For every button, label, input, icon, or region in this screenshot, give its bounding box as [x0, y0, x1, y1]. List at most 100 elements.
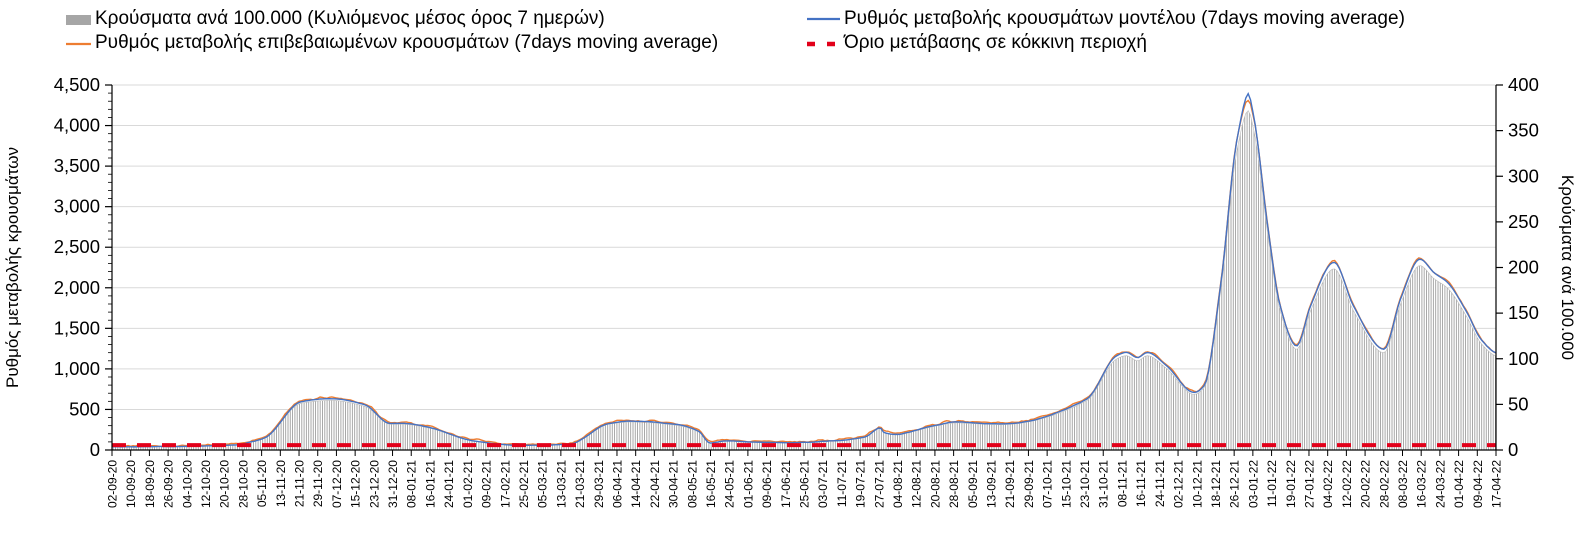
svg-text:21-09-21: 21-09-21 [1003, 460, 1017, 508]
svg-text:23-12-20: 23-12-20 [367, 460, 381, 508]
svg-text:06-04-21: 06-04-21 [610, 460, 624, 508]
svg-text:22-04-21: 22-04-21 [648, 460, 662, 508]
svg-text:17-06-21: 17-06-21 [779, 460, 793, 508]
svg-text:05-03-21: 05-03-21 [536, 460, 550, 508]
svg-text:12-02-22: 12-02-22 [1340, 460, 1354, 508]
svg-text:31-12-20: 31-12-20 [386, 460, 400, 508]
svg-text:20-02-22: 20-02-22 [1359, 460, 1373, 508]
svg-text:24-05-21: 24-05-21 [723, 460, 737, 508]
svg-text:04-08-21: 04-08-21 [891, 460, 905, 508]
svg-text:16-05-21: 16-05-21 [704, 460, 718, 508]
svg-text:26-12-21: 26-12-21 [1228, 460, 1242, 508]
svg-text:300: 300 [1508, 165, 1539, 186]
svg-text:13-11-20: 13-11-20 [274, 460, 288, 507]
svg-text:1,000: 1,000 [54, 358, 100, 379]
svg-text:Ρυθμός μεταβολής κρουσμάτων μο: Ρυθμός μεταβολής κρουσμάτων μοντέλου (7d… [844, 8, 1405, 29]
svg-text:01-04-22: 01-04-22 [1452, 460, 1466, 508]
svg-text:4,000: 4,000 [54, 115, 100, 136]
svg-text:03-01-22: 03-01-22 [1246, 460, 1260, 508]
svg-text:50: 50 [1508, 393, 1529, 414]
svg-text:05-09-21: 05-09-21 [966, 460, 980, 508]
svg-text:2,500: 2,500 [54, 236, 100, 257]
svg-text:26-09-20: 26-09-20 [162, 460, 176, 508]
svg-text:16-03-22: 16-03-22 [1415, 460, 1429, 508]
svg-text:29-09-21: 29-09-21 [1022, 460, 1036, 508]
svg-text:08-11-21: 08-11-21 [1115, 460, 1129, 507]
svg-text:31-10-21: 31-10-21 [1097, 460, 1111, 508]
svg-text:28-08-21: 28-08-21 [947, 460, 961, 508]
svg-text:21-11-20: 21-11-20 [293, 460, 307, 507]
svg-text:04-02-22: 04-02-22 [1321, 460, 1335, 508]
svg-text:27-07-21: 27-07-21 [872, 460, 886, 508]
svg-text:09-06-21: 09-06-21 [760, 460, 774, 508]
svg-text:17-04-22: 17-04-22 [1490, 460, 1504, 508]
svg-text:07-10-21: 07-10-21 [1041, 460, 1055, 508]
svg-text:11-01-22: 11-01-22 [1265, 460, 1279, 507]
svg-text:15-12-20: 15-12-20 [349, 460, 363, 508]
svg-text:400: 400 [1508, 74, 1539, 95]
svg-text:05-11-20: 05-11-20 [255, 460, 269, 507]
svg-text:12-10-20: 12-10-20 [199, 460, 213, 508]
svg-text:20-10-20: 20-10-20 [218, 460, 232, 508]
svg-text:4,500: 4,500 [54, 74, 100, 95]
svg-text:02-09-20: 02-09-20 [106, 460, 120, 508]
svg-text:0: 0 [1508, 439, 1518, 460]
svg-text:28-02-22: 28-02-22 [1377, 460, 1391, 508]
svg-text:04-10-20: 04-10-20 [180, 460, 194, 508]
svg-text:15-10-21: 15-10-21 [1059, 460, 1073, 508]
svg-text:29-03-21: 29-03-21 [592, 460, 606, 508]
svg-text:24-01-21: 24-01-21 [442, 460, 456, 508]
svg-text:2,000: 2,000 [54, 277, 100, 298]
svg-text:100: 100 [1508, 348, 1539, 369]
svg-text:13-09-21: 13-09-21 [985, 460, 999, 508]
svg-text:500: 500 [69, 398, 100, 419]
svg-text:Κρούσματα ανά 100.000: Κρούσματα ανά 100.000 [1558, 175, 1577, 360]
svg-text:3,000: 3,000 [54, 196, 100, 217]
svg-text:250: 250 [1508, 211, 1539, 232]
svg-text:19-07-21: 19-07-21 [854, 460, 868, 508]
svg-text:350: 350 [1508, 120, 1539, 141]
svg-text:16-11-21: 16-11-21 [1134, 460, 1148, 507]
svg-text:09-04-22: 09-04-22 [1471, 460, 1485, 508]
svg-text:10-09-20: 10-09-20 [124, 460, 138, 508]
svg-text:21-03-21: 21-03-21 [573, 460, 587, 508]
svg-text:25-02-21: 25-02-21 [517, 460, 531, 508]
svg-text:07-12-20: 07-12-20 [330, 460, 344, 508]
svg-text:08-03-22: 08-03-22 [1396, 460, 1410, 508]
svg-text:17-02-21: 17-02-21 [498, 460, 512, 508]
svg-text:24-11-21: 24-11-21 [1153, 460, 1167, 507]
svg-text:28-10-20: 28-10-20 [236, 460, 250, 508]
svg-text:01-06-21: 01-06-21 [741, 460, 755, 508]
svg-text:24-03-22: 24-03-22 [1433, 460, 1447, 508]
svg-text:08-01-21: 08-01-21 [405, 460, 419, 508]
svg-text:01-02-21: 01-02-21 [461, 460, 475, 508]
svg-text:29-11-20: 29-11-20 [311, 460, 325, 507]
svg-text:25-06-21: 25-06-21 [798, 460, 812, 508]
svg-text:19-01-22: 19-01-22 [1284, 460, 1298, 508]
svg-text:18-12-21: 18-12-21 [1209, 460, 1223, 508]
svg-text:Ρυθμός μεταβολής επιβεβαιωμένω: Ρυθμός μεταβολής επιβεβαιωμένων κρουσμάτ… [95, 32, 718, 53]
svg-text:10-12-21: 10-12-21 [1190, 460, 1204, 508]
svg-text:16-01-21: 16-01-21 [423, 460, 437, 508]
svg-text:Κρούσματα ανά 100.000 (Κυλιόμ: Κρούσματα ανά 100.000 (Κυλιόμενος μέσος … [95, 8, 605, 29]
svg-text:20-08-21: 20-08-21 [928, 460, 942, 508]
svg-text:02-12-21: 02-12-21 [1172, 460, 1186, 508]
svg-text:Όριο μετάβασης σε κόκκινη περι: Όριο μετάβασης σε κόκκινη περιοχή [843, 32, 1147, 53]
svg-text:18-09-20: 18-09-20 [143, 460, 157, 508]
svg-text:200: 200 [1508, 257, 1539, 278]
svg-text:0: 0 [90, 439, 100, 460]
svg-text:30-04-21: 30-04-21 [667, 460, 681, 508]
svg-text:03-07-21: 03-07-21 [816, 460, 830, 508]
svg-text:11-07-21: 11-07-21 [835, 460, 849, 507]
svg-text:13-03-21: 13-03-21 [554, 460, 568, 508]
svg-text:1,500: 1,500 [54, 317, 100, 338]
svg-text:09-02-21: 09-02-21 [480, 460, 494, 508]
svg-text:150: 150 [1508, 302, 1539, 323]
svg-text:3,500: 3,500 [54, 155, 100, 176]
svg-text:08-05-21: 08-05-21 [685, 460, 699, 508]
svg-text:14-04-21: 14-04-21 [629, 460, 643, 508]
svg-text:23-10-21: 23-10-21 [1078, 460, 1092, 508]
svg-text:27-01-22: 27-01-22 [1302, 460, 1316, 508]
svg-text:12-08-21: 12-08-21 [910, 460, 924, 508]
svg-text:Ρυθμός μεταβολής κρουσμάτων: Ρυθμός μεταβολής κρουσμάτων [3, 147, 22, 388]
